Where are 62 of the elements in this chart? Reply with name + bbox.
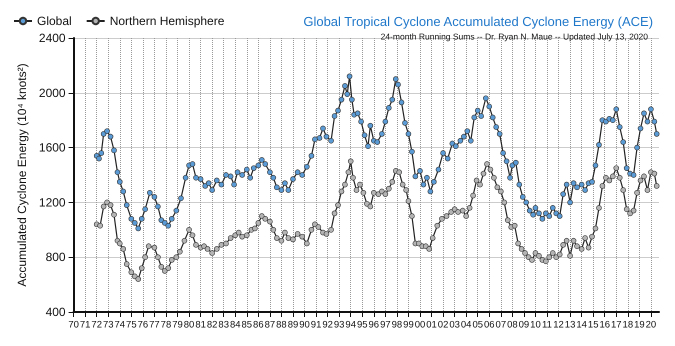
x-tick-label: 18	[622, 320, 634, 330]
y-tick-label: 2000	[38, 86, 66, 100]
x-tick-label: 06	[484, 320, 495, 330]
x-tick-label: 01	[426, 320, 437, 330]
y-tick-label: 1600	[38, 140, 66, 155]
x-tick-label: 70	[68, 320, 79, 330]
y-tick-label: 400	[46, 305, 66, 319]
x-tick-label: 84	[230, 320, 241, 330]
x-tick-label: 17	[610, 320, 622, 330]
x-tick-label: 92	[322, 320, 333, 330]
x-tick-label: 08	[507, 320, 518, 330]
chart-subtitle: 24-month Running Sums -- Dr. Ryan N. Maue -- Updated July 13, 2020	[380, 32, 648, 42]
x-tick-label: 74	[114, 320, 126, 330]
x-tick-label: 80	[184, 320, 194, 330]
x-tick-label: 19	[634, 320, 645, 330]
x-tick-label: 14	[576, 320, 587, 330]
x-tick-label: 83	[218, 320, 229, 330]
x-tick-label: 16	[599, 320, 610, 330]
x-tick-label: 76	[138, 320, 148, 330]
x-tick-label: 75	[126, 320, 137, 330]
x-tick-label: 95	[356, 320, 368, 330]
y-tick-label: 2400	[38, 31, 66, 45]
x-tick-label: 78	[160, 320, 172, 330]
x-tick-label: 96	[368, 320, 380, 330]
y-axis-title: Accumulated Cyclone Energy (10⁴ knots²)	[15, 63, 29, 287]
chart-title: Global Tropical Cyclone Accumulated Cyclone Energy (ACE)	[303, 14, 654, 29]
x-tick-label: 02	[438, 320, 448, 330]
x-tick-label: 73	[102, 320, 114, 330]
x-tick-label: 90	[299, 320, 310, 330]
x-tick-label: 13	[564, 320, 576, 330]
legend-label: Northern Hemisphere	[110, 14, 225, 28]
x-tick-label: 77	[149, 320, 160, 330]
x-tick-label: 20	[646, 320, 656, 330]
x-tick-label: 00	[414, 320, 426, 330]
x-tick-label: 03	[449, 320, 460, 330]
x-tick-label: 05	[472, 320, 484, 330]
y-tick-label: 1200	[38, 195, 66, 210]
x-tick-label: 87	[264, 320, 276, 330]
x-tick-label: 09	[518, 320, 530, 330]
x-tick-label: 88	[276, 320, 287, 330]
x-tick-label: 85	[242, 320, 252, 330]
x-tick-label: 71	[80, 320, 90, 330]
x-tick-label: 99	[403, 320, 414, 330]
x-tick-label: 86	[253, 320, 264, 330]
x-tick-label: 04	[460, 320, 472, 330]
x-tick-label: 10	[530, 320, 541, 330]
x-tick-label: 15	[588, 320, 598, 330]
x-tick-label: 98	[392, 320, 402, 330]
y-tick-label: 800	[46, 250, 66, 264]
x-tick-label: 72	[91, 320, 102, 330]
x-tick-label: 12	[553, 320, 564, 330]
x-tick-label: 79	[172, 320, 183, 330]
x-tick-label: 97	[380, 320, 391, 330]
x-tick-label: 89	[288, 320, 298, 330]
x-tick-label: 93	[334, 320, 344, 330]
x-tick-label: 81	[195, 320, 206, 330]
x-tick-label: 94	[345, 320, 356, 330]
x-tick-label: 91	[310, 320, 322, 330]
legend-label: Global	[37, 14, 72, 28]
x-tick-label: 11	[542, 320, 552, 330]
x-tick-label: 82	[206, 320, 218, 330]
x-tick-label: 07	[496, 320, 506, 330]
